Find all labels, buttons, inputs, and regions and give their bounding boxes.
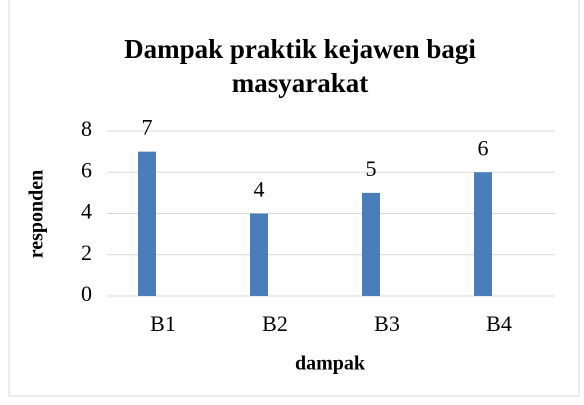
x-tick-label: B4 [486, 311, 512, 336]
bar [474, 172, 492, 296]
bar [138, 151, 156, 296]
y-tick-label: 6 [81, 157, 92, 182]
bar [362, 192, 380, 296]
bar [250, 213, 268, 296]
data-label: 6 [478, 135, 489, 160]
x-tick-label: B3 [374, 311, 400, 336]
x-tick-label: B1 [150, 311, 176, 336]
chart-title: Dampak praktik kejawen bagi masyarakat [124, 34, 476, 98]
y-tick-label: 4 [81, 199, 92, 224]
y-axis-title: responden [26, 170, 48, 259]
x-axis-title: dampak [295, 353, 366, 375]
x-tick-label: B2 [262, 311, 288, 336]
data-label: 7 [142, 115, 153, 140]
y-tick-label: 8 [81, 116, 92, 141]
data-label: 5 [366, 156, 377, 181]
data-label: 4 [254, 177, 265, 202]
y-tick-label: 2 [81, 240, 92, 265]
y-tick-label: 0 [81, 281, 92, 306]
